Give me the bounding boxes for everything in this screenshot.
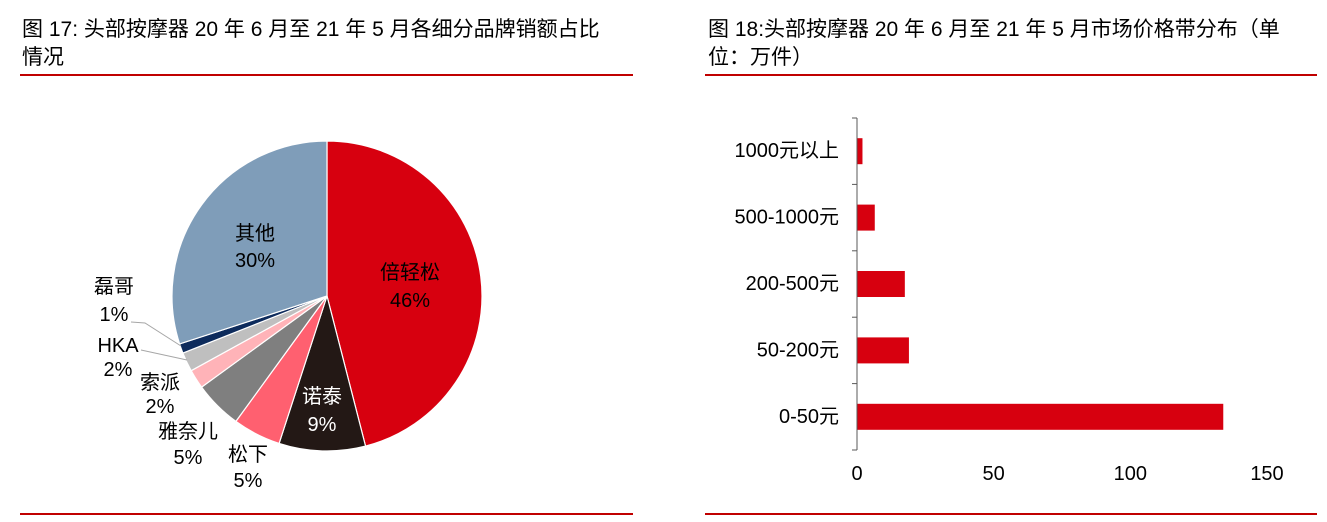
pie-slice-percent-label: 30% xyxy=(235,250,275,272)
pie-slice-percent-label: 9% xyxy=(308,414,337,436)
pie-slice-1 xyxy=(326,140,483,447)
bar xyxy=(857,403,1224,430)
figure-17-bottom-rule xyxy=(20,513,633,515)
pie-slice-name-label: 雅奈儿 xyxy=(158,420,218,443)
bar xyxy=(857,337,909,364)
pie-slice-percent-label: 2% xyxy=(146,396,175,418)
category-label: 1000元以上 xyxy=(735,139,840,162)
figure-18-bottom-rule xyxy=(705,513,1317,515)
figure-18-top-rule xyxy=(705,74,1317,76)
pie-slices xyxy=(171,140,483,452)
bar-plot: 1000元以上 500-1000元 200-500元 50-200元 0-50元 0 50 1… xyxy=(734,117,1284,485)
pie-slice-percent-label: 5% xyxy=(234,470,263,492)
category-label: 500-1000元 xyxy=(734,207,839,229)
x-tick-label: 100 xyxy=(1114,463,1147,485)
pie-slice-name-label: HKA xyxy=(97,335,139,357)
pie-slice-name-label: 磊哥 xyxy=(94,276,134,298)
pie-slice-percent-label: 5% xyxy=(174,447,203,469)
pie-slice-percent-label: 1% xyxy=(100,304,129,326)
category-label: 50-200元 xyxy=(757,339,839,361)
bar xyxy=(857,204,875,231)
pie-slice-name-label: 其他 xyxy=(235,222,275,245)
x-tick-label: 0 xyxy=(851,463,862,485)
pie-slice-2 xyxy=(278,293,367,452)
pie-slice-name-label: 诺泰 xyxy=(302,385,342,408)
pie-slice-percent-label: 46% xyxy=(390,290,430,312)
figure-18-title: 图 18:头部按摩器 20 年 6 月至 21 年 5 月市场价格带分布（单位：… xyxy=(708,18,1280,69)
x-tick-label: 50 xyxy=(983,463,1005,485)
pie-slice-name-label: 松下 xyxy=(228,443,268,466)
leader-line-leige xyxy=(130,321,182,347)
figure-17-title: 图 17: 头部按摩器 20 年 6 月至 21 年 5 月各细分品牌销额占比情… xyxy=(22,18,600,69)
pie-slice-8 xyxy=(171,140,328,345)
x-tick-label: 150 xyxy=(1250,463,1283,485)
bar xyxy=(857,138,863,165)
category-label: 0-50元 xyxy=(779,406,839,428)
bar-chart: 1000元以上 500-1000元 200-500元 50-200元 0-50元 0 50 1… xyxy=(734,117,1284,485)
bar xyxy=(857,271,905,297)
category-label: 200-500元 xyxy=(746,273,839,295)
figure-17-top-rule xyxy=(20,74,633,76)
pie-slice-name-label: 索派 xyxy=(140,371,180,394)
pie-slice-name-label: 倍轻松 xyxy=(380,261,440,284)
pie-slice-percent-label: 2% xyxy=(104,359,133,381)
leader-line-hka xyxy=(140,349,188,361)
pie-leader-lines xyxy=(130,321,188,361)
